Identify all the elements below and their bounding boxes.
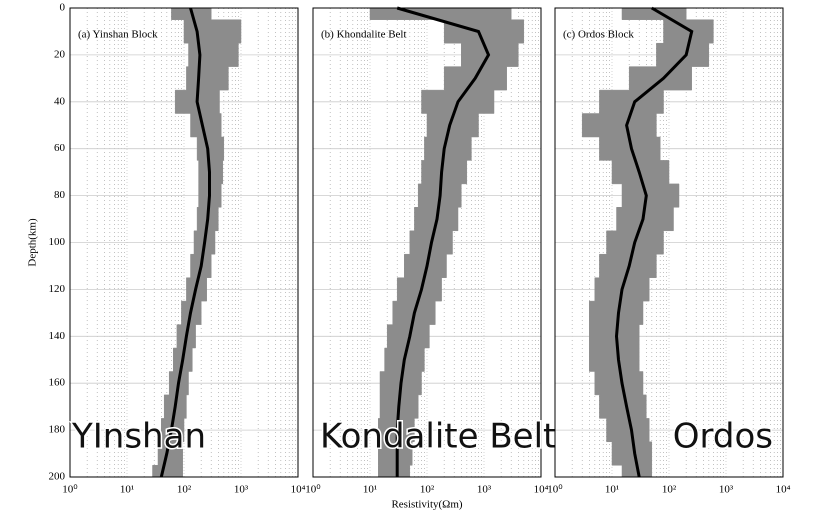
x-tick-label: 10² [420,484,435,496]
x-tick-label: 10¹ [605,484,619,496]
x-tick-label: 10⁰ [547,484,563,496]
y-tick-label: 40 [54,95,66,107]
x-tick-label: 10⁰ [62,484,78,496]
y-tick-label: 180 [49,424,66,436]
y-tick-label: 140 [49,330,66,342]
x-tick-label: 10³ [234,484,249,496]
page: {"chart_data": [ {"type": "line", "title… [0,0,813,515]
x-tick-label: 10³ [719,484,734,496]
x-tick-label: 10⁰ [305,484,321,496]
annotation: YInshan [71,417,206,457]
y-axis-label: Depth(km) [27,218,39,267]
x-tick-label: 10¹ [120,484,134,496]
panel-title: (a) Yinshan Block [78,29,158,41]
annotation: Kondalite Belt [320,417,556,457]
x-tick-label: 10² [177,484,192,496]
y-tick-label: 160 [49,377,66,389]
x-tick-label: 10² [662,484,677,496]
x-axis-label: Resistivity(Ωm) [391,499,462,511]
annotation: Ordos [673,417,773,457]
y-tick-label: 100 [49,236,66,248]
panel-title: (c) Ordos Block [563,29,634,41]
x-tick-label: 10¹ [363,484,377,496]
panel: 10⁰ 10¹ 10² 10³ 10⁴ (c) Ordos Block Ordos [547,8,790,496]
y-tick-label: 120 [49,283,66,295]
x-tick-label: 10⁴ [776,484,791,496]
panel-title: (b) Khondalite Belt [321,29,407,41]
y-tick-label: 60 [54,142,66,154]
y-tick-label: 20 [54,48,66,60]
y-tick-label: 0 [60,2,66,14]
y-tick-label: 80 [54,189,66,201]
y-tick-label: 200 [49,471,66,483]
x-tick-label: 10⁴ [291,484,306,496]
chart: 02040608010012014016018020010⁰10¹10²10³1… [0,0,813,515]
x-tick-label: 10³ [477,484,492,496]
